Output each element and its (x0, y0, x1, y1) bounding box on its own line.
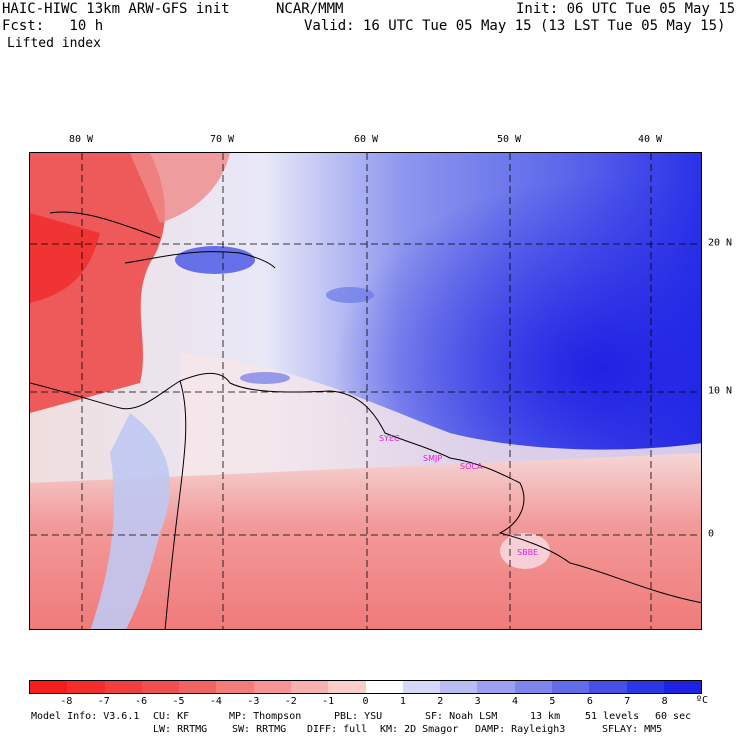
colorbar-tick-label: 8 (661, 696, 668, 707)
lon-label-40w: 40 W (637, 134, 663, 145)
colorbar-tick-label: -2 (284, 696, 297, 707)
field-name: Lifted index (7, 36, 101, 51)
colorbar-segment (477, 681, 515, 693)
map-canvas: SYEC SMJP SOCA SBBE (30, 153, 701, 629)
microphysics-scheme: MP: Thompson (229, 711, 302, 722)
station-soca: SOCA (460, 462, 483, 471)
bahamas-unstable (130, 153, 230, 223)
colorbar-tick-label: -5 (172, 696, 185, 707)
vertical-levels: 51 levels (585, 711, 640, 722)
colorbar-tick-label: 0 (362, 696, 369, 707)
forecast-hour: Fcst: 10 h (2, 18, 104, 34)
lon-label-50w: 50 W (496, 134, 522, 145)
lat-label-10n: 10 N (708, 385, 733, 397)
colorbar-tick-label: 3 (474, 696, 481, 707)
lon-label-70w: 70 W (209, 134, 235, 145)
organization: NCAR/MMM (276, 1, 344, 17)
neutral-band (180, 353, 701, 493)
surface-layer-scheme: SFLAY: MM5 (602, 724, 663, 735)
colorbar-tick-label: -1 (322, 696, 335, 707)
colorbar-tick-label: -6 (135, 696, 148, 707)
cuba-strong-unstable (30, 213, 100, 303)
model-version: Model Info: V3.6.1 (31, 711, 140, 722)
colorbar-segment (67, 681, 105, 693)
colorbar-tick-label: 1 (399, 696, 406, 707)
colorbar-segment (328, 681, 366, 693)
colorbar-segment (30, 681, 68, 693)
pbl-scheme: PBL: YSU (334, 711, 383, 722)
resolution: 13 km (530, 711, 561, 722)
lat-label-equator: 0 (708, 528, 715, 540)
andes-stable-strip (90, 413, 170, 629)
colorbar-tick-label: 4 (512, 696, 519, 707)
colorbar-segment (440, 681, 478, 693)
colorbar-segment (365, 681, 403, 693)
hispaniola-stable (175, 246, 255, 274)
south-america-unstable (30, 453, 701, 629)
colorbar-tick-label: 2 (437, 696, 444, 707)
lon-label-60w: 60 W (353, 134, 379, 145)
colorbar-segment (402, 681, 441, 693)
colorbar-segment (514, 681, 552, 693)
colorbar-tick-label: -7 (97, 696, 110, 707)
colorbar-labels: -8 -7 -6 -5 -4 -3 -2 -1 0 1 2 3 4 5 6 7 8 (29, 696, 702, 708)
station-syec: SYEC (379, 434, 400, 443)
colorbar-tick-label: -8 (60, 696, 73, 707)
antilles-stable (326, 287, 374, 303)
amazon-delta-area (500, 533, 550, 569)
model-title: HAIC-HIWC 13km ARW-GFS init (2, 1, 230, 17)
colorbar-tick-label: 6 (586, 696, 593, 707)
colorbar-segment (216, 681, 254, 693)
station-smjp: SMJP (423, 454, 442, 463)
colorbar-tick-label: -4 (209, 696, 222, 707)
coastline (30, 211, 701, 629)
lat-lon-grid (30, 153, 701, 629)
timestep: 60 sec (655, 711, 692, 722)
colorbar-segment (626, 681, 664, 693)
colorbar-segment (589, 681, 627, 693)
diffusion-setting: DIFF: full (307, 724, 368, 735)
lifted-index-map: SYEC SMJP SOCA SBBE (29, 152, 702, 630)
lat-label-20n: 20 N (708, 237, 733, 249)
colorbar-tick-label: 5 (549, 696, 556, 707)
damping-setting: DAMP: Rayleigh3 (475, 724, 566, 735)
colorbar-unit: ºC (696, 695, 709, 706)
colorbar-tick-label: -3 (247, 696, 260, 707)
station-sbbe: SBBE (517, 548, 538, 557)
colorbar-segment (290, 681, 329, 693)
init-time: Init: 06 UTC Tue 05 May 15 (516, 1, 736, 17)
colorbar (29, 680, 702, 694)
colorbar-segment (663, 681, 702, 693)
central-america-unstable (30, 153, 165, 413)
colorbar-segment (253, 681, 291, 693)
colorbar-tick-label: 7 (624, 696, 631, 707)
longwave-scheme: LW: RRTMG (153, 724, 208, 735)
cumulus-scheme: CU: KF (153, 711, 190, 722)
colorbar-segment (179, 681, 217, 693)
valid-time: Valid: 16 UTC Tue 05 May 15 (13 LST Tue … (304, 18, 726, 34)
venezuela-coast-stable (240, 372, 290, 384)
colorbar-segment (141, 681, 180, 693)
surface-scheme: SF: Noah LSM (425, 711, 498, 722)
km-setting: KM: 2D Smagor (380, 724, 459, 735)
shortwave-scheme: SW: RRTMG (232, 724, 287, 735)
colorbar-segment (104, 681, 142, 693)
lon-label-80w: 80 W (68, 134, 94, 145)
colorbar-segment (551, 681, 590, 693)
